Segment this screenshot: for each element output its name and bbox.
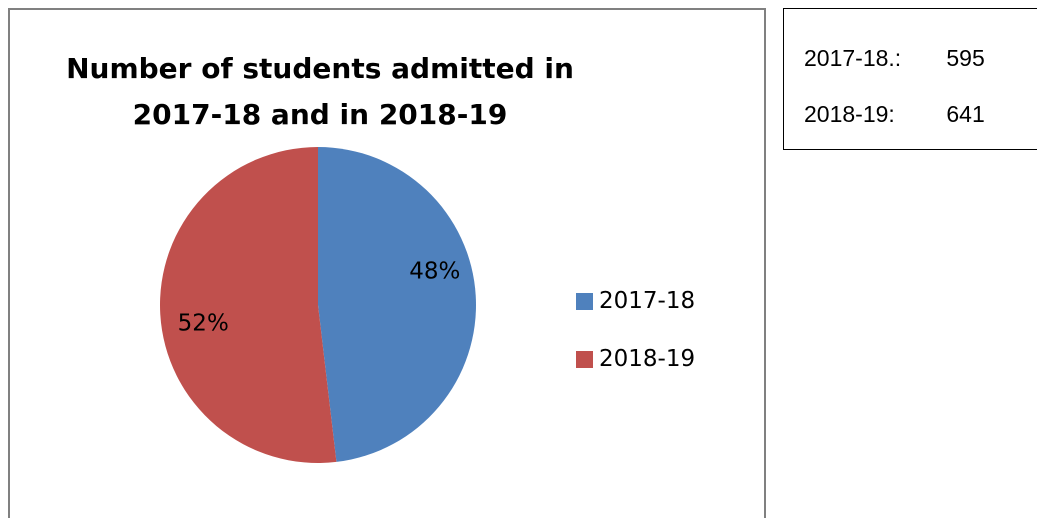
pie-data-label-2017-18: 48%: [409, 258, 460, 284]
info-value-2017-18: 595: [946, 45, 985, 71]
info-value-2018-19: 641: [946, 101, 985, 127]
legend-item-2018-19: 2018-19: [576, 344, 695, 374]
pie-slice-2017-18: [318, 147, 477, 462]
legend-swatch-2018-19: [576, 350, 593, 368]
legend-item-2017-18: 2017-18: [576, 286, 695, 316]
pie-chart: 48% 52%: [160, 147, 477, 463]
legend: 2017-18 2018-19: [576, 286, 695, 402]
pie-slice-2018-19: [160, 147, 337, 463]
chart-title-line-2: 2017-18 and in 2018-19: [132, 98, 508, 131]
chart-title-line-1: Number of students admitted in: [66, 52, 574, 85]
info-row-2018-19: 2018-19: 641: [804, 99, 985, 129]
info-label-2017-18: 2017-18.:: [804, 45, 902, 71]
pie-data-label-2018-19: 52%: [178, 311, 229, 337]
chart-frame: Number of students admitted in 2017-18 a…: [8, 8, 766, 518]
info-label-2018-19: 2018-19:: [804, 101, 895, 127]
legend-label-2017-18: 2017-18: [599, 288, 696, 314]
info-row-2017-18: 2017-18.: 595: [804, 43, 985, 73]
legend-swatch-2017-18: [576, 292, 593, 310]
admissions-info-box: 2017-18.: 595 2018-19: 641: [783, 8, 1037, 150]
legend-label-2018-19: 2018-19: [599, 346, 696, 372]
chart-title: Number of students admitted in 2017-18 a…: [10, 46, 630, 138]
